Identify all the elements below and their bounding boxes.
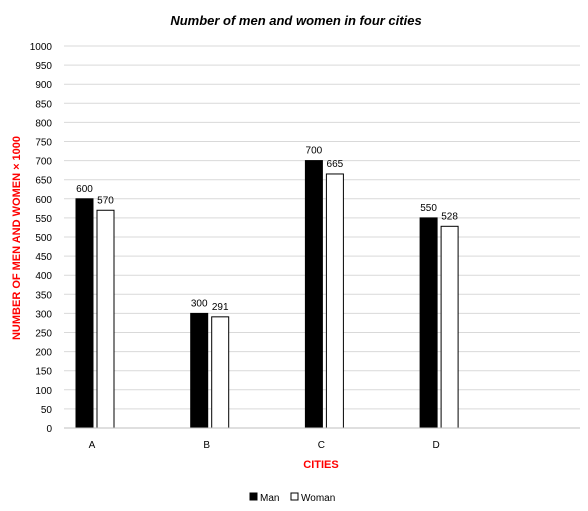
y-tick-label: 950 — [35, 61, 52, 72]
y-tick-label: 550 — [35, 214, 52, 225]
data-label: 700 — [306, 146, 323, 157]
bar-woman-c — [326, 174, 343, 428]
data-label: 300 — [191, 298, 208, 309]
bar-man-b — [191, 313, 208, 428]
y-tick-label: 750 — [35, 138, 52, 149]
y-axis-title: NUMBER OF MEN AND WOMEN × 1000 — [11, 136, 23, 340]
y-tick-label: 400 — [35, 271, 52, 282]
chart-title: Number of men and women in four cities — [170, 13, 421, 28]
y-tick-label: 450 — [35, 252, 52, 263]
y-tick-label: 800 — [35, 118, 52, 129]
bar-man-a — [76, 199, 93, 428]
y-tick-label: 1000 — [30, 42, 53, 53]
bar-man-d — [420, 218, 437, 428]
y-tick-label: 50 — [41, 405, 53, 416]
data-label: 600 — [76, 184, 93, 195]
data-label: 291 — [212, 302, 229, 313]
bar-woman-a — [97, 210, 114, 428]
legend-label-woman: Woman — [301, 493, 335, 504]
y-tick-label: 350 — [35, 290, 52, 301]
data-label: 665 — [327, 159, 344, 170]
y-tick-label: 150 — [35, 367, 52, 378]
y-tick-label: 200 — [35, 348, 52, 359]
x-tick-label: A — [89, 440, 96, 451]
y-tick-label: 100 — [35, 386, 52, 397]
data-label: 570 — [97, 195, 114, 206]
y-tick-label: 0 — [46, 424, 52, 435]
legend-label-man: Man — [260, 493, 279, 504]
legend-swatch-woman — [291, 493, 298, 500]
data-label: 528 — [441, 211, 458, 222]
legend: Man Woman — [250, 493, 335, 504]
y-tick-label: 650 — [35, 176, 52, 187]
x-tick-label: D — [432, 440, 439, 451]
y-tick-label: 250 — [35, 329, 52, 340]
y-tick-label: 850 — [35, 99, 52, 110]
bar-woman-d — [441, 226, 458, 428]
bar-man-c — [305, 161, 322, 428]
x-axis-ticks: A B C D — [89, 440, 440, 451]
y-tick-label: 700 — [35, 157, 52, 168]
x-tick-label: C — [318, 440, 325, 451]
legend-swatch-man — [250, 493, 257, 500]
y-tick-label: 500 — [35, 233, 52, 244]
y-tick-label: 300 — [35, 309, 52, 320]
y-tick-label: 900 — [35, 80, 52, 91]
y-tick-label: 600 — [35, 195, 52, 206]
bar-woman-b — [212, 317, 229, 428]
x-axis-title: CITIES — [303, 459, 338, 471]
y-axis-ticks: 0 50 100 150 200 250 300 350 400 450 500 550 600 650 7… — [30, 42, 53, 435]
data-label: 550 — [420, 203, 437, 214]
data-labels: 600 570 300 291 700 665 550 528 — [76, 146, 458, 313]
x-tick-label: B — [203, 440, 210, 451]
